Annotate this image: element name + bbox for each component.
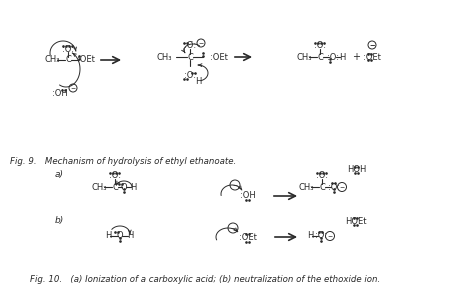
Text: :OEt: :OEt [363,52,381,62]
Text: :OH: :OH [52,88,68,98]
Text: :OH: :OH [240,192,256,200]
Text: :O:: :O: [315,231,327,241]
Text: CH₃: CH₃ [296,52,312,62]
Text: CH₃: CH₃ [298,183,314,192]
Text: :O:: :O: [314,42,326,50]
Text: CH₃: CH₃ [91,183,107,192]
Text: −: − [369,43,375,49]
Text: −: − [328,234,333,239]
Text: :O:: :O: [328,183,340,192]
Text: C: C [319,183,325,192]
Text: :Ö:: :Ö: [184,42,196,50]
Text: H: H [307,231,313,241]
Text: H: H [127,231,133,241]
Text: b): b) [55,217,64,226]
Text: O: O [121,183,128,192]
Text: −: − [230,226,236,231]
Text: CH₃: CH₃ [44,55,60,64]
Text: +: + [352,52,360,62]
Text: HOEt: HOEt [345,217,367,226]
Text: :O:: :O: [316,171,328,180]
Text: H: H [130,183,136,192]
Text: C: C [187,52,193,62]
Text: :O:: :O: [62,45,74,54]
Text: C: C [65,55,71,64]
Text: H: H [105,231,111,241]
Text: CH₃: CH₃ [156,52,172,62]
Text: −: − [369,42,374,47]
Text: H: H [195,78,201,86]
Text: O: O [117,231,123,241]
Text: :O:: :O: [109,171,121,180]
Text: −: − [339,185,345,190]
Text: :OEt: :OEt [77,55,95,64]
Text: H: H [339,52,345,62]
Text: a): a) [55,171,64,180]
Text: :O:: :O: [184,71,196,81]
Text: C: C [112,183,118,192]
Text: −: − [70,86,76,91]
Text: HOH: HOH [347,166,367,175]
Text: Fig. 9.   Mechanism of hydrolysis of ethyl ethanoate.: Fig. 9. Mechanism of hydrolysis of ethyl… [10,156,236,166]
Text: :OEt: :OEt [210,52,228,62]
Text: Fig. 10.   (a) Ionization of a carboxylic acid; (b) neutralization of the ethoxi: Fig. 10. (a) Ionization of a carboxylic … [30,275,380,284]
Text: C: C [317,52,323,62]
Text: −: − [232,183,237,188]
Text: :O:: :O: [327,52,339,62]
Text: −: − [199,40,204,45]
Text: :OEt: :OEt [239,234,257,243]
